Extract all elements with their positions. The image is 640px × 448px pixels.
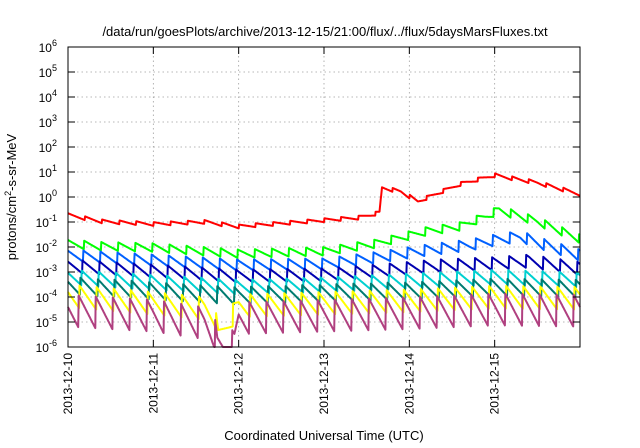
series-line-6	[67, 276, 581, 306]
x-tick-label: 2013-12-12	[232, 353, 246, 415]
y-tick-label: 10-5	[36, 313, 57, 330]
series-line-5	[67, 269, 581, 296]
y-tick-label: 103	[39, 113, 57, 130]
x-tick-label: 2013-12-14	[402, 353, 416, 415]
y-tick-label: 102	[39, 138, 57, 155]
chart-title: /data/run/goesPlots/archive/2013-12-15/2…	[102, 24, 548, 39]
series-line-8	[67, 292, 581, 348]
y-tick-label: 100	[39, 188, 57, 205]
series-line-4	[67, 253, 581, 284]
axes: 10-6 10-5 10-4 10-3 10-2 10-1 100 101 102 103 104 1…	[36, 38, 580, 414]
series-line-7	[67, 284, 581, 334]
y-tick-label: 105	[39, 63, 57, 80]
y-axis-label-base: protons/cm	[4, 196, 19, 260]
series-group	[67, 172, 581, 348]
x-tick-label: 2013-12-15	[488, 353, 502, 415]
y-tick-label: 10-2	[36, 238, 57, 255]
plot-frame	[67, 46, 581, 348]
y-axis-label-rest: -s-sr-MeV	[4, 133, 19, 190]
y-axis-label-sup: 2	[3, 191, 13, 196]
y-tick-label: 10-6	[36, 338, 57, 355]
y-tick-label: 106	[39, 38, 57, 55]
series-line-2	[67, 207, 581, 259]
series-line-3	[67, 231, 581, 272]
series-line-1	[67, 172, 581, 230]
x-tick-label: 2013-12-10	[61, 353, 75, 415]
x-tick-label: 2013-12-13	[317, 353, 331, 415]
y-tick-label: 10-4	[36, 288, 57, 305]
y-tick-label: 10-3	[36, 263, 57, 280]
y-axis-label: protons/cm2-s-sr-MeV	[3, 133, 19, 260]
y-tick-label: 10-1	[36, 213, 57, 230]
x-axis-label: Coordinated Universal Time (UTC)	[224, 428, 423, 443]
y-tick-label: 104	[39, 88, 57, 105]
y-tick-label: 101	[39, 163, 57, 180]
grid	[68, 47, 580, 347]
x-tick-label: 2013-12-11	[146, 353, 160, 414]
